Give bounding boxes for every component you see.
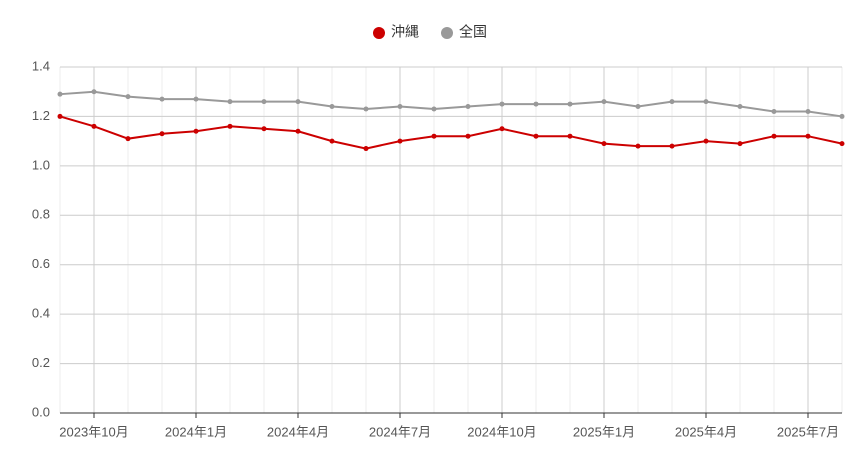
data-point: [397, 138, 403, 144]
data-point: [771, 108, 777, 114]
data-point: [567, 101, 573, 107]
y-tick-label: 0.8: [32, 207, 50, 222]
data-point: [669, 143, 675, 149]
data-point: [125, 94, 131, 100]
data-point: [703, 138, 709, 144]
y-tick-label: 0.6: [32, 256, 50, 271]
data-point: [737, 104, 743, 110]
data-point: [363, 146, 369, 152]
data-point: [533, 133, 539, 139]
x-tick-label: 2023年10月: [59, 424, 128, 439]
data-point: [737, 141, 743, 147]
data-point: [261, 126, 267, 132]
data-point: [805, 108, 811, 114]
data-point: [533, 101, 539, 107]
data-point: [227, 123, 233, 129]
x-tick-label: 2024年7月: [369, 424, 431, 439]
y-tick-label: 0.4: [32, 306, 50, 321]
x-tick-label: 2025年1月: [573, 424, 635, 439]
data-point: [159, 96, 165, 102]
data-point: [295, 128, 301, 134]
data-point: [839, 113, 845, 119]
data-point: [499, 126, 505, 132]
data-point: [329, 138, 335, 144]
legend-marker: [441, 27, 453, 39]
data-point: [363, 106, 369, 112]
data-point: [227, 99, 233, 105]
data-point: [499, 101, 505, 107]
x-tick-label: 2024年10月: [467, 424, 536, 439]
data-point: [329, 104, 335, 110]
data-point: [601, 99, 607, 105]
data-point: [159, 131, 165, 137]
data-point: [57, 113, 63, 119]
y-tick-label: 0.2: [32, 355, 50, 370]
data-point: [601, 141, 607, 147]
data-point: [465, 133, 471, 139]
data-point: [193, 96, 199, 102]
y-tick-label: 1.4: [32, 58, 50, 73]
data-point: [431, 133, 437, 139]
x-tick-label: 2025年7月: [777, 424, 839, 439]
data-point: [397, 104, 403, 110]
data-point: [635, 143, 641, 149]
series-line: [59, 115, 843, 150]
data-point: [465, 104, 471, 110]
x-tick-label: 2025年4月: [675, 424, 737, 439]
data-point: [57, 91, 63, 97]
legend-label: 沖縄: [391, 24, 419, 40]
data-point: [567, 133, 573, 139]
x-tick-label: 2024年1月: [165, 424, 227, 439]
legend-marker: [373, 27, 385, 39]
legend-label: 全国: [459, 24, 487, 40]
data-point: [805, 133, 811, 139]
data-point: [91, 89, 97, 95]
y-tick-label: 1.0: [32, 157, 50, 172]
data-point: [839, 141, 845, 147]
series-line: [59, 90, 843, 118]
y-tick-label: 1.2: [32, 108, 50, 123]
data-point: [125, 136, 131, 142]
x-tick-label: 2024年4月: [267, 424, 329, 439]
data-point: [295, 99, 301, 105]
data-point: [669, 99, 675, 105]
data-point: [703, 99, 709, 105]
data-point: [635, 104, 641, 110]
data-point: [771, 133, 777, 139]
data-point: [91, 123, 97, 129]
data-point: [261, 99, 267, 105]
data-point: [431, 106, 437, 112]
data-point: [193, 128, 199, 134]
y-tick-label: 0.0: [32, 404, 50, 419]
